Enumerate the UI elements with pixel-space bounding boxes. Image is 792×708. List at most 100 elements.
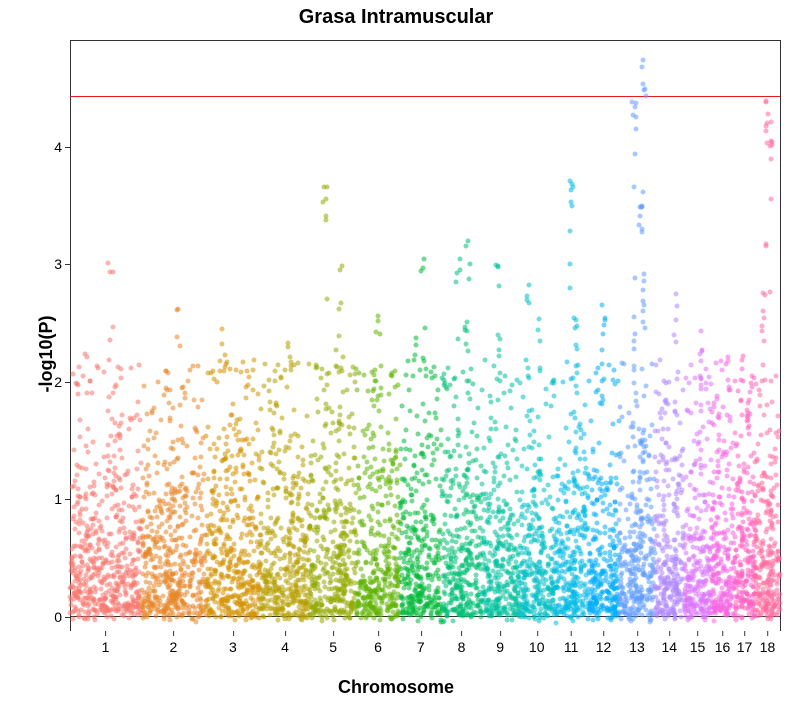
snp-point <box>527 301 532 306</box>
snp-point <box>386 391 391 396</box>
snp-point <box>594 529 599 534</box>
snp-point <box>316 457 321 462</box>
snp-point <box>611 567 616 572</box>
snp-point <box>557 520 562 525</box>
snp-point <box>419 584 424 589</box>
snp-point <box>230 402 235 407</box>
snp-point <box>250 602 255 607</box>
snp-point <box>109 553 114 558</box>
snp-point <box>524 598 529 603</box>
snp-point <box>146 550 151 555</box>
snp-point <box>568 285 573 290</box>
snp-point <box>404 447 409 452</box>
snp-point <box>303 539 308 544</box>
snp-point <box>417 478 422 483</box>
snp-point <box>104 494 109 499</box>
snp-point <box>94 530 99 535</box>
snp-point <box>573 597 578 602</box>
snp-point <box>404 610 409 615</box>
snp-point <box>295 360 300 365</box>
snp-point <box>573 484 578 489</box>
snp-point <box>350 520 355 525</box>
snp-point <box>178 402 183 407</box>
snp-point <box>381 594 386 599</box>
snp-point <box>113 565 118 570</box>
snp-point <box>98 586 103 591</box>
snp-point <box>88 527 93 532</box>
snp-point <box>197 542 202 547</box>
snp-point <box>330 410 335 415</box>
snp-point <box>457 534 462 539</box>
snp-point <box>137 504 142 509</box>
snp-point <box>355 591 360 596</box>
snp-point <box>420 401 425 406</box>
snp-point <box>216 605 221 610</box>
snp-point <box>468 541 473 546</box>
snp-point <box>277 429 282 434</box>
snp-point <box>484 565 489 570</box>
snp-point <box>212 568 217 573</box>
snp-point <box>239 447 244 452</box>
snp-point <box>566 536 571 541</box>
snp-point <box>480 492 485 497</box>
snp-point <box>266 491 271 496</box>
snp-point <box>435 437 440 442</box>
snp-point <box>526 365 531 370</box>
snp-point <box>506 533 511 538</box>
snp-point <box>570 204 575 209</box>
snp-point <box>378 523 383 528</box>
snp-point <box>136 363 141 368</box>
snp-point <box>355 540 360 545</box>
snp-point <box>429 462 434 467</box>
snp-point <box>566 480 571 485</box>
snp-point <box>235 601 240 606</box>
snp-point <box>601 377 606 382</box>
snp-point <box>535 415 540 420</box>
snp-point <box>80 521 85 526</box>
snp-point <box>356 371 361 376</box>
snp-point <box>285 565 290 570</box>
snp-point <box>584 484 589 489</box>
snp-point <box>472 504 477 509</box>
snp-point <box>410 554 415 559</box>
snp-point <box>132 534 137 539</box>
snp-point <box>350 516 355 521</box>
snp-point <box>546 482 551 487</box>
snp-point <box>409 535 414 540</box>
snp-point <box>135 448 140 453</box>
snp-point <box>336 609 341 614</box>
snp-point <box>600 401 605 406</box>
snp-point <box>114 545 119 550</box>
snp-point <box>113 514 118 519</box>
snp-point <box>109 532 114 537</box>
snp-point <box>564 500 569 505</box>
snp-point <box>343 506 348 511</box>
snp-point <box>591 446 596 451</box>
snp-point <box>271 492 276 497</box>
snp-point <box>141 613 146 618</box>
snp-point <box>465 555 470 560</box>
snp-point <box>403 372 408 377</box>
snp-point <box>70 563 75 568</box>
snp-point <box>285 340 290 345</box>
snp-point <box>632 315 637 320</box>
snp-point <box>373 488 378 493</box>
snp-point <box>155 379 160 384</box>
snp-point <box>431 451 436 456</box>
snp-point <box>258 465 263 470</box>
snp-point <box>565 486 570 491</box>
snp-point <box>593 370 598 375</box>
snp-point <box>297 495 302 500</box>
snp-point <box>372 372 377 377</box>
snp-point <box>536 442 541 447</box>
snp-point <box>333 468 338 473</box>
snp-point <box>105 614 110 619</box>
snp-point <box>212 578 217 583</box>
snp-point <box>344 482 349 487</box>
snp-point <box>486 579 491 584</box>
snp-point <box>141 540 146 545</box>
snp-point <box>155 470 160 475</box>
snp-point <box>443 555 448 560</box>
snp-point <box>595 497 600 502</box>
snp-point <box>240 607 245 612</box>
